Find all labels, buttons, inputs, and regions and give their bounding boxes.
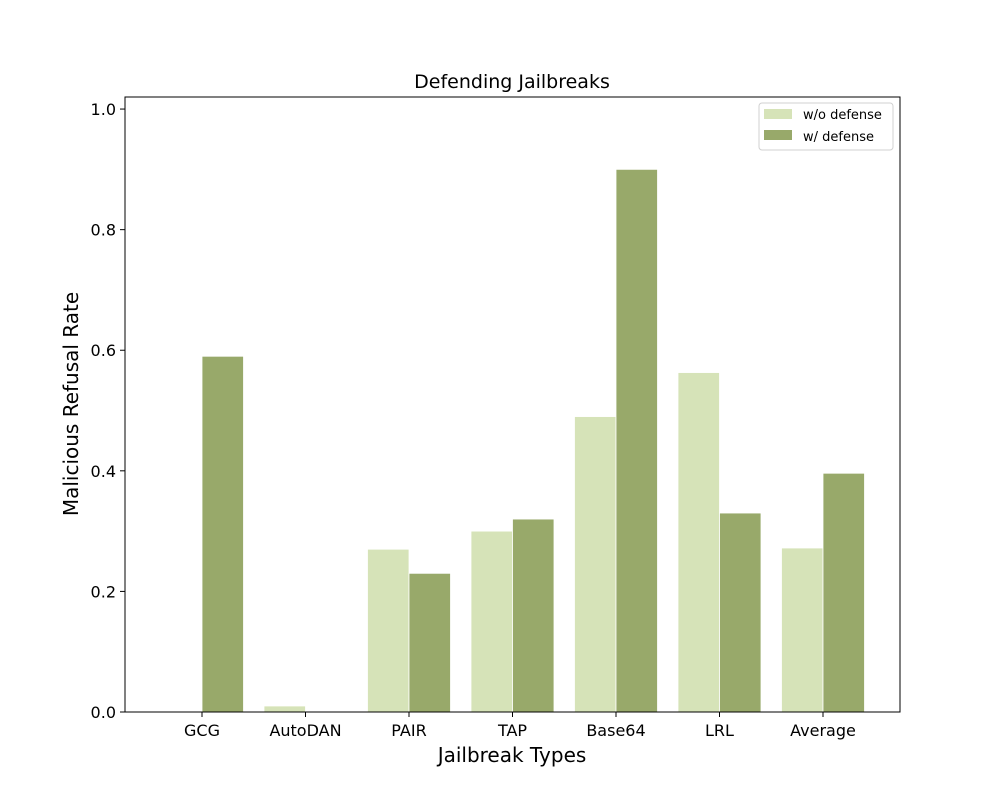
legend-box [758,102,894,151]
legend: w/o defense w/ defense [758,102,894,151]
x-tick-label: PAIR [391,721,426,740]
x-axis: GCG AutoDAN PAIR TAP Base64 LRL Average [184,712,856,740]
legend-swatch-without-defense [764,109,792,119]
y-tick-label: 0.4 [91,462,116,481]
y-tick-label: 0.6 [91,341,116,360]
bar-without-defense-pair [367,548,410,713]
legend-label-without-defense: w/o defense [803,108,882,123]
y-tick-label: 0.2 [91,582,116,601]
x-axis-label: Jailbreak Types [436,743,587,767]
bar-without-defense-tap [470,530,513,713]
y-tick-label: 0.0 [91,703,116,722]
bar-with-defense-gcg [201,355,244,713]
x-tick-label: LRL [705,721,734,740]
legend-label-with-defense: w/ defense [803,130,874,145]
bar-with-defense-pair [408,572,451,713]
bar-with-defense-average [822,472,865,713]
y-tick-label: 0.8 [91,221,116,240]
bar-with-defense-lrl [719,512,762,713]
x-tick-label: Base64 [586,721,645,740]
x-tick-label: TAP [497,721,527,740]
bar-without-defense-autodan [263,705,306,713]
x-tick-label: GCG [184,721,220,740]
bar-without-defense-base64 [574,416,617,713]
bar-with-defense-base64 [615,168,658,713]
legend-swatch-with-defense [764,130,792,140]
x-tick-label: Average [790,721,856,740]
bar-without-defense-lrl [677,372,720,713]
y-tick-label: 1.0 [91,100,116,119]
bar-without-defense-average [781,547,824,713]
bar-with-defense-tap [512,518,555,713]
x-tick-label: AutoDAN [269,721,341,740]
y-axis: 0.0 0.2 0.4 0.6 0.8 1.0 [91,100,125,722]
chart-title: Defending Jailbreaks [414,71,610,93]
y-axis-label: Malicious Refusal Rate [59,292,83,516]
bars-group [201,168,865,713]
